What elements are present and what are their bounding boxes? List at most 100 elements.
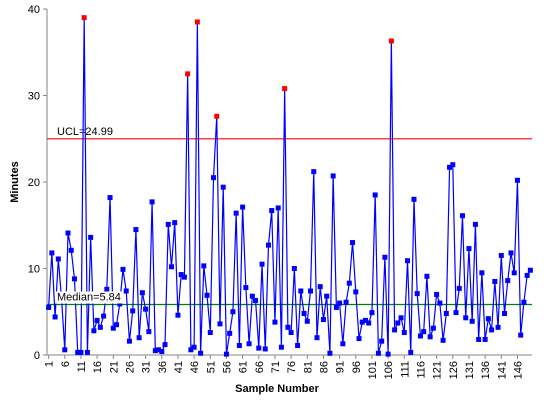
- point: [259, 261, 265, 267]
- point: [211, 175, 217, 181]
- x-tick-label: 11: [76, 361, 88, 372]
- point: [117, 301, 123, 307]
- point: [343, 299, 349, 305]
- point: [489, 327, 495, 333]
- point: [508, 250, 514, 256]
- point: [421, 329, 427, 335]
- point: [62, 347, 68, 353]
- y-tick-label: 30: [28, 91, 40, 103]
- point: [230, 309, 236, 315]
- x-tick-label: 76: [286, 361, 298, 373]
- point: [437, 300, 443, 306]
- point: [243, 285, 249, 291]
- point: [311, 169, 317, 175]
- x-tick-label: 1: [44, 361, 56, 367]
- x-tick-label: 96: [351, 361, 363, 373]
- point: [123, 288, 129, 294]
- point: [269, 208, 275, 214]
- point: [492, 278, 498, 284]
- point: [185, 71, 191, 77]
- point: [194, 19, 200, 25]
- point: [298, 288, 304, 294]
- point: [308, 288, 314, 294]
- x-tick-label: 16: [92, 361, 104, 373]
- point: [369, 310, 375, 316]
- point: [101, 313, 107, 319]
- x-tick-label: 81: [302, 361, 314, 373]
- y-tick-label: 40: [28, 4, 40, 16]
- point: [472, 221, 478, 227]
- point: [278, 344, 284, 350]
- point: [46, 304, 52, 310]
- point: [198, 350, 204, 356]
- x-axis-title: Sample Number: [235, 383, 319, 395]
- point: [524, 272, 530, 278]
- point: [417, 333, 423, 339]
- point: [301, 310, 307, 316]
- point: [55, 256, 61, 262]
- point: [256, 345, 262, 351]
- x-tick-label: 6: [60, 361, 72, 367]
- x-tick-label: 31: [141, 361, 153, 373]
- point: [366, 320, 372, 326]
- x-tick-label: 121: [432, 361, 444, 379]
- point: [81, 15, 87, 21]
- point: [398, 315, 404, 321]
- point: [126, 338, 132, 344]
- point: [288, 330, 294, 336]
- point: [518, 332, 524, 338]
- point: [414, 291, 420, 297]
- point: [476, 336, 482, 342]
- point: [291, 266, 297, 271]
- x-tick-label: 106: [383, 361, 395, 379]
- point: [191, 344, 197, 350]
- point: [143, 306, 149, 312]
- point: [107, 195, 113, 201]
- point: [175, 312, 181, 318]
- point: [447, 164, 453, 170]
- point: [71, 276, 77, 282]
- point: [223, 351, 229, 357]
- point: [162, 342, 168, 348]
- point: [172, 220, 178, 226]
- point: [68, 247, 74, 253]
- point: [453, 310, 459, 316]
- x-tick-label: 141: [496, 361, 508, 379]
- point: [75, 349, 81, 355]
- point: [430, 325, 436, 331]
- point: [214, 113, 220, 119]
- x-tick-label: 41: [173, 361, 185, 373]
- point: [246, 341, 252, 347]
- point: [337, 300, 343, 306]
- point: [498, 253, 504, 259]
- point: [227, 330, 233, 336]
- point: [253, 298, 259, 304]
- point: [353, 289, 359, 295]
- x-tick-label: 91: [335, 361, 347, 373]
- x-tick-label: 111: [399, 361, 411, 378]
- point: [201, 263, 207, 269]
- x-tick-label: 66: [254, 361, 266, 373]
- point: [450, 162, 456, 168]
- x-tick-label: 136: [480, 361, 492, 379]
- point: [152, 348, 158, 354]
- median-label: Median=5.84: [57, 291, 121, 303]
- point: [52, 314, 58, 320]
- point: [379, 338, 385, 344]
- point: [91, 328, 97, 334]
- x-tick-label: 36: [157, 361, 169, 373]
- point: [165, 221, 171, 227]
- point: [392, 327, 398, 333]
- point: [78, 349, 84, 355]
- point: [285, 324, 291, 330]
- x-tick-label: 56: [221, 361, 233, 373]
- y-axis-title: Minutes: [9, 161, 21, 203]
- point: [320, 317, 326, 323]
- point: [110, 325, 116, 331]
- point: [265, 242, 271, 248]
- point: [133, 227, 139, 233]
- point: [505, 278, 511, 284]
- point: [262, 346, 268, 352]
- point: [356, 336, 362, 342]
- point: [459, 213, 465, 219]
